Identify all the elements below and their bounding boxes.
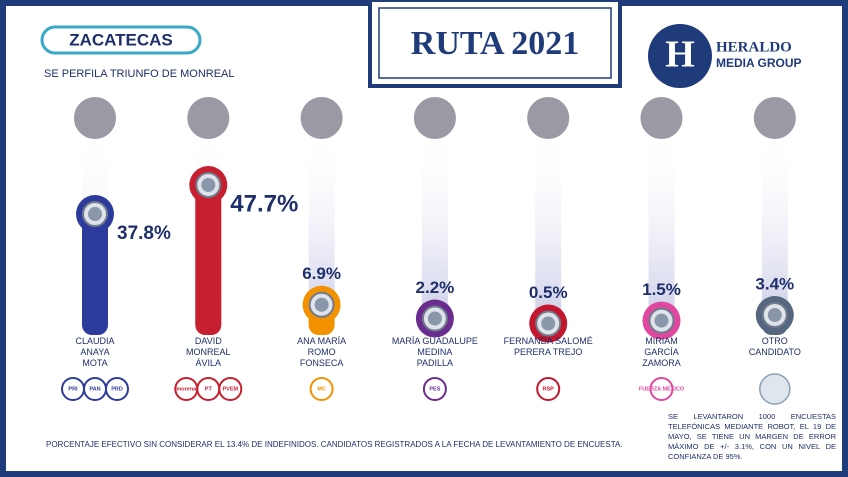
candidate-photo xyxy=(525,95,572,141)
party-name: PT xyxy=(205,386,213,392)
frame-bottom xyxy=(6,472,842,477)
candidate-name: DAVID MONREAL ÁVILA xyxy=(186,336,231,368)
party-name: PRD xyxy=(111,386,123,392)
track xyxy=(761,130,788,325)
footnote: PORCENTAJE EFECTIVO SIN CONSIDERAR EL 13… xyxy=(46,440,623,449)
bar-knob-dot xyxy=(541,316,556,331)
brand-icon-letter: H xyxy=(665,34,695,76)
party-logo xyxy=(105,377,129,401)
method-note: SE LEVANTARON 1000 ENCUESTAS TELEFÓNICAS… xyxy=(668,412,836,461)
candidate-name: CLAUDIA ANAYA MOTA xyxy=(75,336,115,368)
brand-sub: MEDIA GROUP xyxy=(716,56,802,70)
party-name: morena xyxy=(176,386,197,392)
brand-icon xyxy=(648,24,712,88)
candidate-photo xyxy=(185,95,232,141)
value-label: 2.2% xyxy=(416,278,455,297)
value-label: 6.9% xyxy=(302,264,341,283)
bar-knob-dot xyxy=(427,311,442,326)
party-name: FUERZA MÉXICO xyxy=(639,384,685,392)
bar xyxy=(189,166,228,335)
bar xyxy=(755,296,794,335)
value-label: 37.8% xyxy=(117,223,171,244)
bar xyxy=(76,195,114,335)
bar-knob-dot xyxy=(88,207,102,222)
party-logo xyxy=(649,377,674,401)
track xyxy=(648,130,675,325)
track xyxy=(535,130,562,325)
party-name: RSP xyxy=(543,386,555,392)
other-icon xyxy=(759,373,791,405)
bar-fill xyxy=(195,185,222,335)
bar-knob-dot xyxy=(654,313,669,328)
candidate-name: MARÍA GUADALUPE MEDINA PADILLA xyxy=(391,336,478,368)
value-label: 3.4% xyxy=(755,275,794,294)
party-logo xyxy=(218,377,243,401)
party-name: PAN xyxy=(89,386,100,392)
candidate-photo xyxy=(72,95,118,141)
party-logo xyxy=(536,377,561,401)
bar xyxy=(302,285,341,335)
party-name: PES xyxy=(429,386,440,392)
region: ZACATECAS xyxy=(69,30,173,49)
party-name: PRI xyxy=(68,386,78,392)
party-name: MC xyxy=(317,386,326,392)
party-name: PVEM xyxy=(223,386,239,392)
candidate-photo xyxy=(751,95,798,141)
candidate-photo xyxy=(411,95,458,141)
candidate-name: MIRIAM GARCÍA ZAMORA xyxy=(642,336,681,368)
value-label: 1.5% xyxy=(642,280,681,299)
candidate-photo xyxy=(638,95,685,141)
track xyxy=(421,130,448,325)
logo-inner xyxy=(378,7,612,79)
brand: HERALDO xyxy=(716,39,792,55)
subtitle: SE PERFILA TRIUNFO DE MONREAL xyxy=(44,68,235,80)
region-badge xyxy=(40,25,202,55)
bar xyxy=(529,304,568,343)
party-logo xyxy=(422,377,447,401)
bar-knob-dot xyxy=(767,308,782,323)
bar-knob-dot xyxy=(201,178,216,192)
bar-knob-dot xyxy=(314,297,329,312)
candidate-name: FERNANDA SALOMÉ PERERA TREJO xyxy=(503,336,593,357)
bar xyxy=(642,301,681,340)
bar-fill xyxy=(82,214,108,335)
value-label: 47.7% xyxy=(230,190,298,217)
bar xyxy=(415,299,454,338)
candidate-name: ANA MARÍA ROMO FONSECA xyxy=(297,336,347,368)
candidate-name: OTRO CANDIDATO xyxy=(748,336,801,357)
logo: RUTA 2021 xyxy=(411,25,579,62)
candidate-photo xyxy=(298,95,345,141)
value-label: 0.5% xyxy=(529,283,568,302)
party-logo xyxy=(309,377,334,401)
